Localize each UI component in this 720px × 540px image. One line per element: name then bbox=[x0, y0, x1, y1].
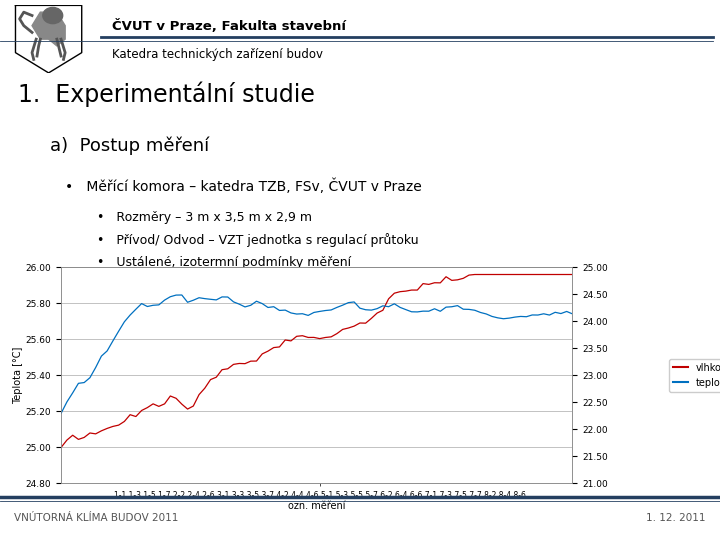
teplota bbox=[217, 294, 226, 300]
Polygon shape bbox=[16, 5, 82, 73]
vlhkost bbox=[126, 411, 135, 418]
vlhkost bbox=[212, 374, 220, 381]
vlhkost bbox=[57, 444, 66, 450]
teplota bbox=[551, 309, 559, 315]
vlhkost bbox=[413, 287, 422, 293]
Line: vlhkost: vlhkost bbox=[61, 274, 572, 447]
vlhkost bbox=[499, 271, 508, 278]
Y-axis label: Teplota [°C]: Teplota [°C] bbox=[13, 347, 23, 404]
vlhkost bbox=[568, 271, 577, 278]
vlhkost bbox=[551, 271, 559, 278]
Text: 1. 12. 2011: 1. 12. 2011 bbox=[646, 513, 706, 523]
vlhkost bbox=[487, 271, 496, 278]
teplota bbox=[568, 310, 577, 317]
Line: teplota: teplota bbox=[61, 295, 572, 413]
teplota bbox=[499, 315, 508, 322]
vlhkost bbox=[470, 271, 479, 278]
Text: ČVUT v Praze, Fakulta stavební: ČVUT v Praze, Fakulta stavební bbox=[112, 19, 346, 33]
Text: •   Měřící komora – katedra TZB, FSv, ČVUT v Praze: • Měřící komora – katedra TZB, FSv, ČVUT… bbox=[65, 178, 421, 194]
teplota bbox=[57, 410, 66, 416]
Legend: vlhkost, teplota: vlhkost, teplota bbox=[670, 359, 720, 392]
X-axis label: ozn. měření: ozn. měření bbox=[288, 501, 346, 511]
Text: •   Rozměry – 3 m x 3,5 m x 2,9 m: • Rozměry – 3 m x 3,5 m x 2,9 m bbox=[97, 212, 312, 225]
Text: •   Ustálené, izotermní podmínky měření: • Ustálené, izotermní podmínky měření bbox=[97, 255, 351, 268]
Text: VNÚTORNÁ KLÍMA BUDOV 2011: VNÚTORNÁ KLÍMA BUDOV 2011 bbox=[14, 513, 179, 523]
teplota bbox=[487, 313, 496, 320]
Polygon shape bbox=[32, 12, 65, 46]
Text: •   Přívod/ Odvod – VZT jednotka s regulací průtoku: • Přívod/ Odvod – VZT jednotka s regulac… bbox=[97, 233, 419, 247]
teplota bbox=[126, 312, 135, 318]
Text: a)  Postup měření: a) Postup měření bbox=[50, 136, 210, 154]
teplota bbox=[178, 292, 186, 298]
teplota bbox=[419, 308, 428, 314]
Text: Katedra technických zařízení budov: Katedra technických zařízení budov bbox=[112, 48, 323, 61]
Text: 1.  Experimentální studie: 1. Experimentální studie bbox=[18, 81, 315, 106]
Circle shape bbox=[42, 8, 63, 24]
